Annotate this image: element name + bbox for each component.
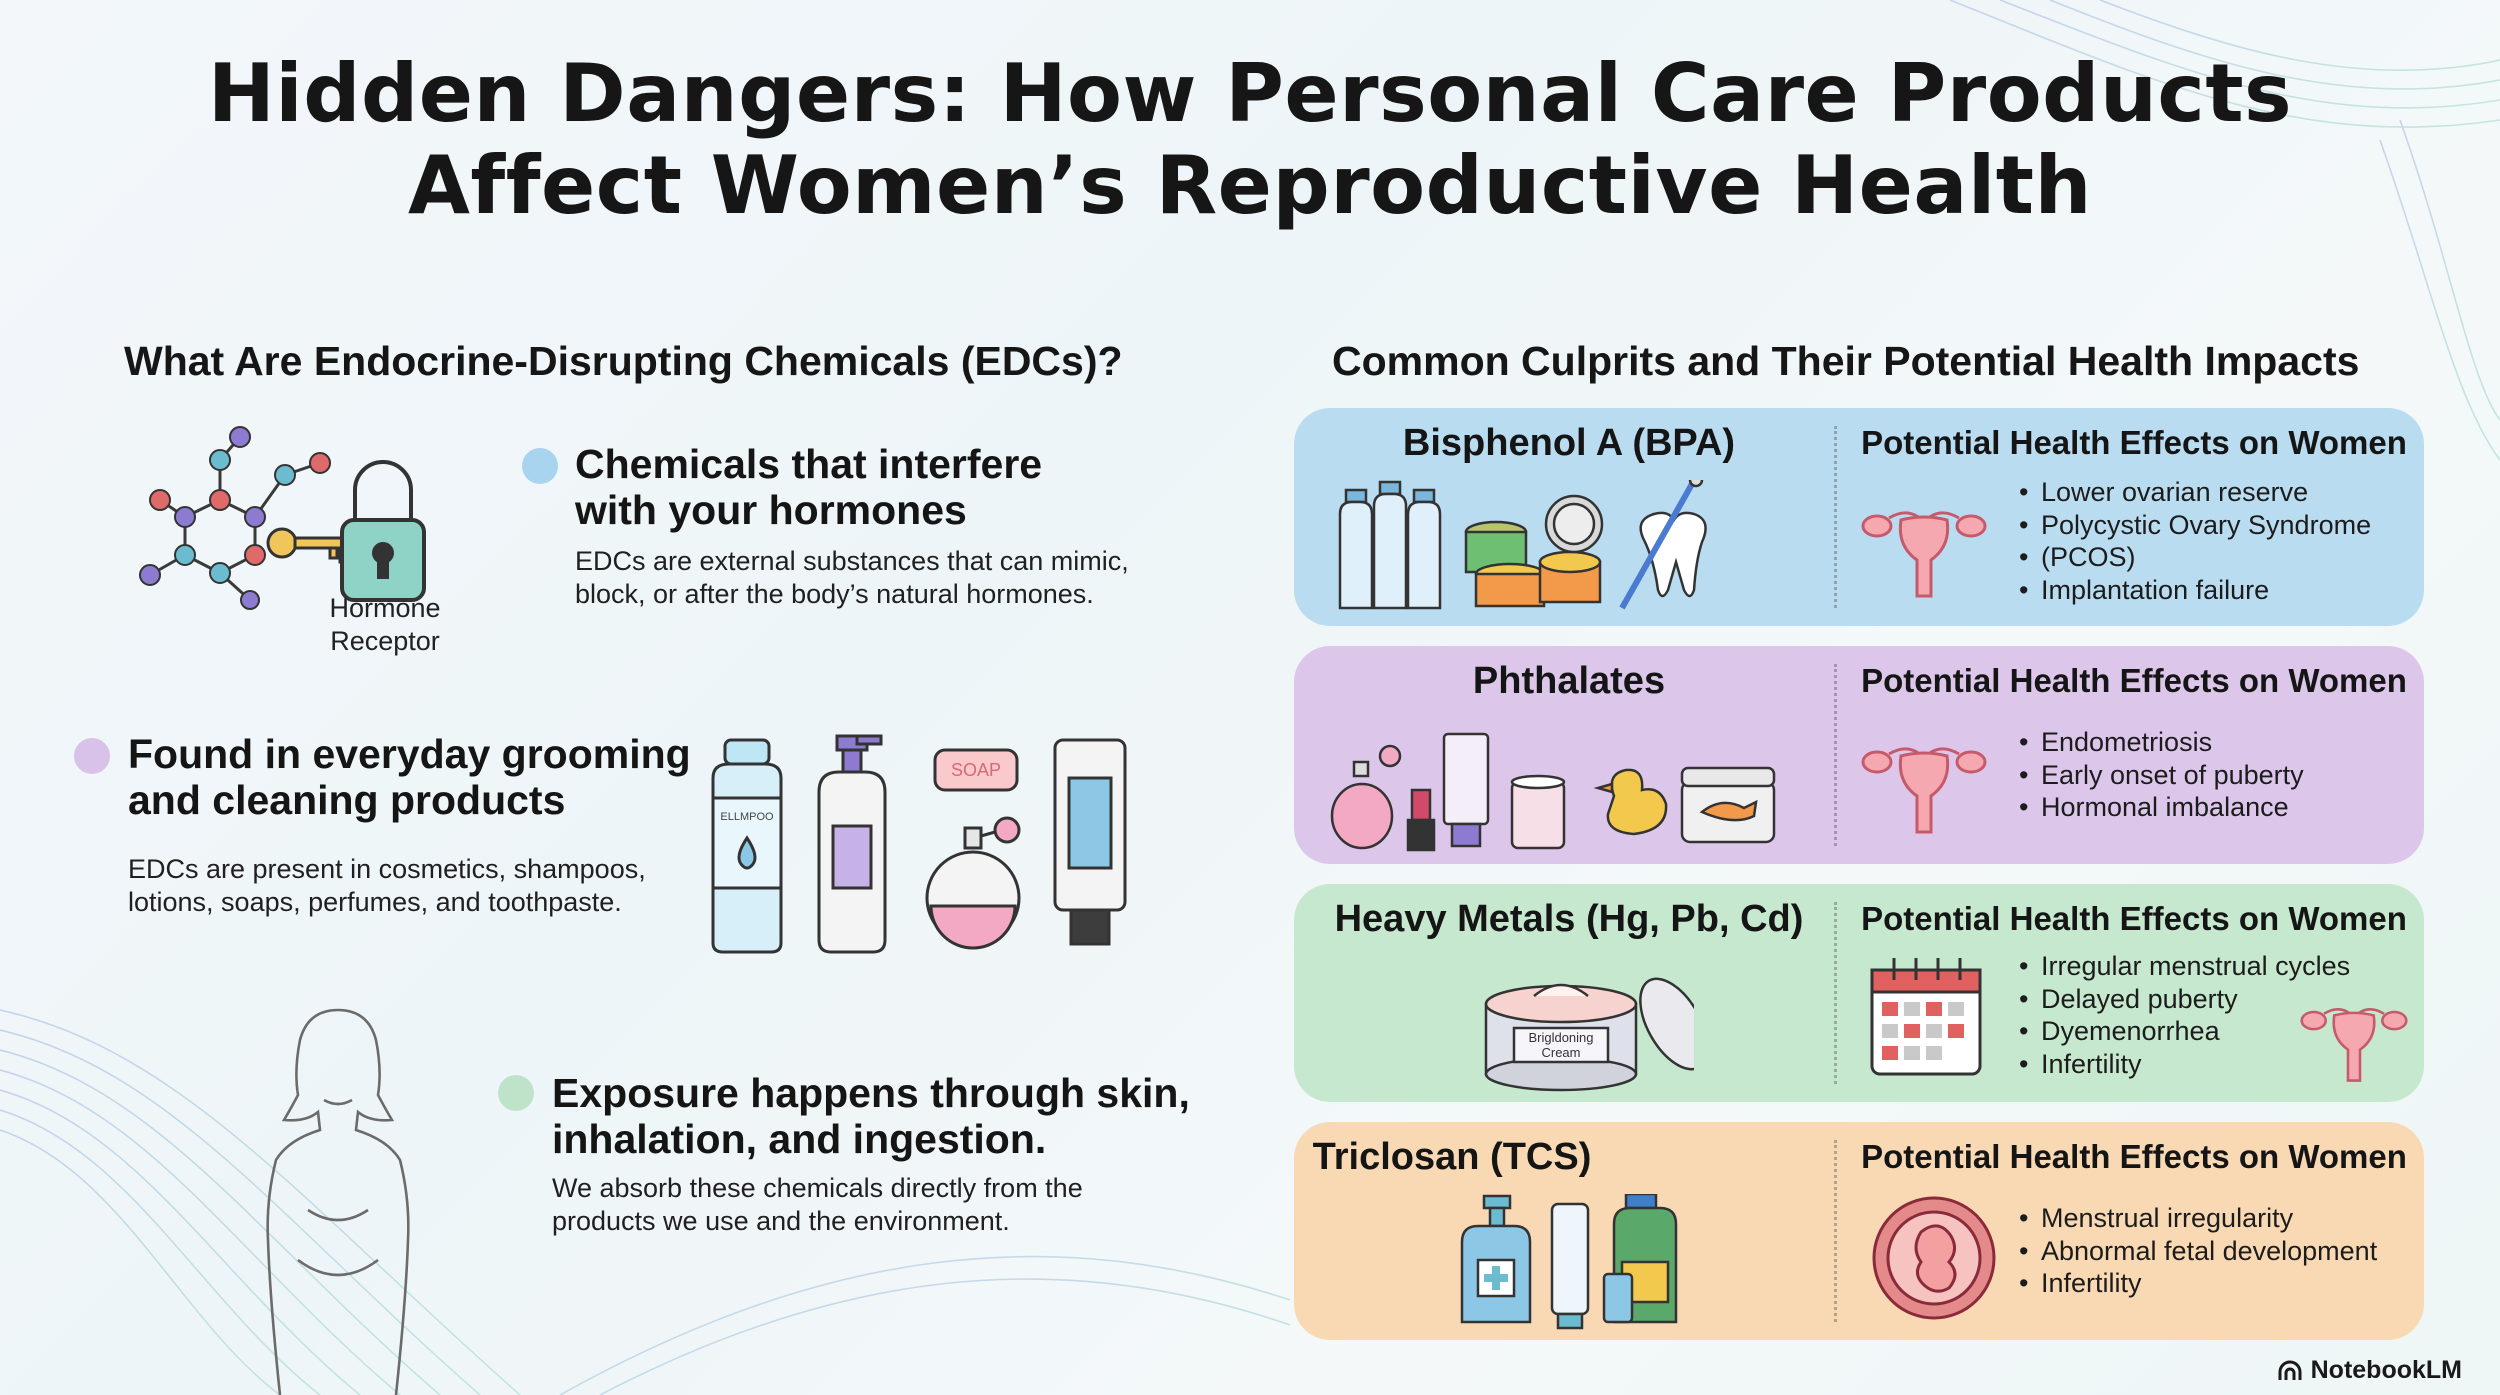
calendar-icon — [1870, 958, 1982, 1076]
jar-label-line-1: Brigldoning — [1528, 1030, 1593, 1045]
card-bpa-effects-title: Potential Health Effects on Women — [1861, 424, 2407, 461]
bullet-2-text: EDCs are present in cosmetics, shampoos,… — [128, 853, 646, 919]
uterus-icon — [1861, 747, 1987, 834]
page-title: Hidden Dangers: How Personal Care Produc… — [0, 48, 2500, 232]
notebooklm-logo-icon — [2278, 1360, 2302, 1380]
card-phthalates-effects-title: Potential Health Effects on Women — [1861, 662, 2407, 699]
effect-item: Delayed puberty — [2019, 983, 2350, 1016]
fetus-icon — [1872, 1196, 1996, 1320]
hormone-receptor-label-line-2: Receptor — [330, 626, 440, 656]
bullet-3-text-line-2: products we use and the environment. — [552, 1206, 1010, 1236]
culprits-section-heading: Common Culprits and Their Potential Heal… — [1332, 338, 2360, 384]
bullet-2-title: Found in everyday grooming and cleaning … — [128, 731, 691, 823]
card-heavy-metals: Heavy Metals (Hg, Pb, Cd) Potential Heal… — [1294, 884, 2424, 1102]
effect-item-continuation: (PCOS) — [2041, 542, 2136, 572]
edc-section-heading: What Are Endocrine-Disrupting Chemicals … — [124, 338, 1123, 384]
molecule-lock-icon — [139, 426, 426, 610]
effect-item: Abnormal fetal development — [2019, 1235, 2377, 1268]
card-heavy-metals-effects-title: Potential Health Effects on Women — [1861, 900, 2407, 937]
bullet-1-text-line-2: block, or after the body’s natural hormo… — [575, 579, 1094, 609]
bpa-products-icon — [1338, 480, 1707, 610]
cream-jar-icon: Brigldoning Cream — [1484, 977, 1694, 1092]
effect-item: Infertility — [2019, 1267, 2377, 1300]
effect-item: Menstrual irregularity — [2019, 1202, 2377, 1235]
card-divider — [1834, 902, 1837, 1084]
triclosan-products-icon — [1460, 1194, 1678, 1330]
bullet-3-text: We absorb these chemicals directly from … — [552, 1172, 1083, 1238]
card-triclosan-name: Triclosan (TCS) — [1312, 1136, 1592, 1178]
effect-item: Hormonal imbalance — [2019, 791, 2304, 824]
brand-label: NotebookLM — [2310, 1356, 2462, 1384]
bullet-dot-blue — [522, 448, 558, 484]
effect-item: Early onset of puberty — [2019, 759, 2304, 792]
hormone-receptor-label-line-1: Hormone — [329, 593, 441, 623]
bullet-3-text-line-1: We absorb these chemicals directly from … — [552, 1173, 1083, 1203]
uterus-icon — [1861, 511, 1987, 598]
bullet-1-text: EDCs are external substances that can mi… — [575, 545, 1129, 611]
card-triclosan-effects-list: Menstrual irregularity Abnormal fetal de… — [2019, 1202, 2377, 1300]
page-title-line-1: Hidden Dangers: How Personal Care Produc… — [207, 47, 2293, 140]
bullet-2-text-line-1: EDCs are present in cosmetics, shampoos, — [128, 854, 646, 884]
page-title-line-2: Affect Women’s Reproductive Health — [408, 139, 2092, 232]
effect-item: Lower ovarian reserve — [2019, 476, 2371, 509]
card-divider — [1834, 426, 1837, 608]
woman-silhouette-icon — [266, 1008, 410, 1395]
hormone-receptor-label: Hormone Receptor — [300, 592, 470, 658]
card-divider — [1834, 1140, 1837, 1322]
jar-label-line-2: Cream — [1541, 1045, 1580, 1060]
bullet-1-title-line-2: with your hormones — [575, 487, 967, 533]
bullet-3-title-line-2: inhalation, and ingestion. — [552, 1116, 1047, 1162]
bullet-dot-purple — [74, 738, 110, 774]
effect-item: (PCOS) — [2019, 541, 2371, 574]
grooming-products-icon: ELLMPOO SOAP — [711, 734, 1127, 954]
bullet-1-title-line-1: Chemicals that interfere — [575, 441, 1043, 487]
bullet-2-text-line-2: lotions, soaps, perfumes, and toothpaste… — [128, 887, 622, 917]
effect-item: Irregular menstrual cycles — [2019, 950, 2350, 983]
bullet-3-title: Exposure happens through skin, inhalatio… — [552, 1070, 1190, 1162]
bullet-2-title-line-2: and cleaning products — [128, 777, 566, 823]
card-phthalates-effects-list: Endometriosis Early onset of puberty Hor… — [2019, 726, 2304, 824]
card-bpa-name: Bisphenol A (BPA) — [1402, 422, 1736, 464]
notebooklm-brand: NotebookLM — [2277, 1356, 2462, 1385]
effect-item: Polycystic Ovary Syndrome — [2019, 509, 2371, 542]
effect-item: Endometriosis — [2019, 726, 2304, 759]
bullet-dot-green — [498, 1075, 534, 1111]
effect-item: Implantation failure — [2019, 574, 2371, 607]
effect-item: Dyemenorrhea — [2019, 1015, 2350, 1048]
card-heavy-metals-effects-list: Irregular menstrual cycles Delayed puber… — [2019, 950, 2350, 1080]
card-bpa: Bisphenol A (BPA) Potential Health Effec… — [1294, 408, 2424, 626]
card-heavy-metals-name: Heavy Metals (Hg, Pb, Cd) — [1334, 898, 1804, 940]
card-bpa-effects-list: Lower ovarian reserve Polycystic Ovary S… — [2019, 476, 2371, 606]
shampoo-label: ELLMPOO — [720, 811, 774, 823]
soap-label: SOAP — [951, 760, 1001, 780]
phthalates-products-icon — [1330, 732, 1776, 852]
bullet-3-title-line-1: Exposure happens through skin, — [552, 1070, 1190, 1116]
bullet-2-title-line-1: Found in everyday grooming — [128, 731, 691, 777]
card-divider — [1834, 664, 1837, 846]
uterus-icon — [2300, 1008, 2408, 1082]
card-triclosan: Triclosan (TCS) Potential Health Effects… — [1294, 1122, 2424, 1340]
card-triclosan-effects-title: Potential Health Effects on Women — [1861, 1138, 2407, 1175]
effect-item: Infertility — [2019, 1048, 2350, 1081]
card-phthalates: Phthalates Potential Health Effects on W… — [1294, 646, 2424, 864]
card-phthalates-name: Phthalates — [1472, 660, 1666, 702]
bullet-1-text-line-1: EDCs are external substances that can mi… — [575, 546, 1129, 576]
bullet-1-title: Chemicals that interfere with your hormo… — [575, 441, 1042, 533]
